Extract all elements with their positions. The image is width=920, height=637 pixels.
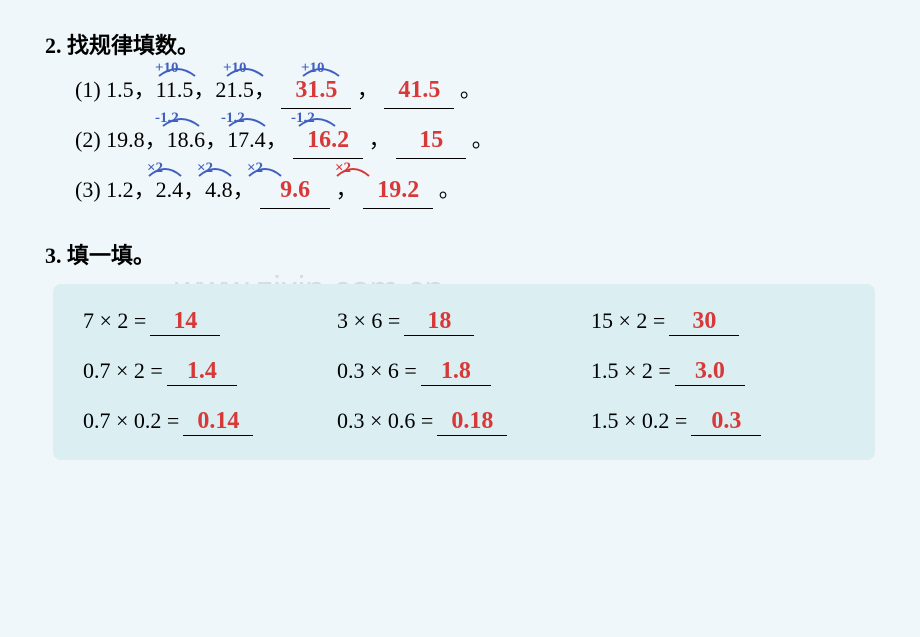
seq-2-ans-2: 15 <box>396 122 466 159</box>
fill-row-3: 0.7 × 0.2 = 0.14 0.3 × 0.6 = 0.18 1.5 × … <box>83 408 845 436</box>
problem-3: 3. 填一填。 7 × 2 = 14 3 × 6 = 18 15 × 2 = 3… <box>45 238 875 460</box>
fill-item-1-1: 7 × 2 = 14 <box>83 308 337 336</box>
op-2-1: -1.2 <box>155 100 179 136</box>
fill-item-1-3: 15 × 2 = 30 <box>591 308 845 336</box>
ans-3-2: 0.18 <box>437 408 507 436</box>
fill-item-3-2: 0.3 × 0.6 = 0.18 <box>337 408 591 436</box>
fill-item-2-1: 0.7 × 2 = 1.4 <box>83 358 337 386</box>
seq-2-end: 。 <box>472 127 494 152</box>
ans-2-3: 3.0 <box>675 358 745 386</box>
expr-2-3: 1.5 × 2 = <box>591 358 671 384</box>
ans-2-1: 1.4 <box>167 358 237 386</box>
ans-3-1: 0.14 <box>183 408 253 436</box>
expr-1-3: 15 × 2 = <box>591 308 665 334</box>
ans-1-1: 14 <box>150 308 220 336</box>
ans-1-3: 30 <box>669 308 739 336</box>
seq-2-given: 19.8，18.6，17.4， <box>106 127 288 152</box>
expr-1-2: 3 × 6 = <box>337 308 400 334</box>
seq-2-sep: ， <box>369 127 391 152</box>
seq-1-given: 1.5，11.5，21.5， <box>106 77 276 102</box>
seq-3-label: (3) <box>75 177 101 202</box>
fill-box: 7 × 2 = 14 3 × 6 = 18 15 × 2 = 30 0.7 × … <box>53 284 875 460</box>
sequence-2: -1.2 -1.2 -1.2 (2) 19.8，18.6，17.4， 16.2 … <box>75 122 875 158</box>
fill-item-2-2: 0.3 × 6 = 1.8 <box>337 358 591 386</box>
problem-2: 2. 找规律填数。 +10 +10 +10 (1) 1.5，11.5，21.5，… <box>45 28 875 208</box>
problem-3-title: 3. 填一填。 <box>45 238 875 270</box>
op-3-1: ×2 <box>147 150 163 186</box>
fill-item-3-1: 0.7 × 0.2 = 0.14 <box>83 408 337 436</box>
expr-2-1: 0.7 × 2 = <box>83 358 163 384</box>
op-3-4-red: ×2 <box>335 150 351 186</box>
sequence-3: ×2 ×2 ×2 ×2 (3) 1.2，2.4，4.8， 9.6 ， 19.2 … <box>75 172 875 208</box>
expr-3-2: 0.3 × 0.6 = <box>337 408 433 434</box>
op-3-2: ×2 <box>197 150 213 186</box>
fill-item-2-3: 1.5 × 2 = 3.0 <box>591 358 845 386</box>
op-1-1: +10 <box>155 50 179 86</box>
op-1-3: +10 <box>301 50 325 86</box>
expr-3-1: 0.7 × 0.2 = <box>83 408 179 434</box>
ans-1-2: 18 <box>404 308 474 336</box>
op-3-3: ×2 <box>247 150 263 186</box>
fill-item-1-2: 3 × 6 = 18 <box>337 308 591 336</box>
seq-1-sep: ， <box>357 77 379 102</box>
seq-3-ans-2: 19.2 <box>363 172 433 209</box>
seq-1-ans-2: 41.5 <box>384 72 454 109</box>
seq-1-end: 。 <box>460 77 482 102</box>
op-1-2: +10 <box>223 50 247 86</box>
expr-3-3: 1.5 × 0.2 = <box>591 408 687 434</box>
fill-item-3-3: 1.5 × 0.2 = 0.3 <box>591 408 845 436</box>
ans-2-2: 1.8 <box>421 358 491 386</box>
ans-3-3: 0.3 <box>691 408 761 436</box>
expr-2-2: 0.3 × 6 = <box>337 358 417 384</box>
op-2-3: -1.2 <box>291 100 315 136</box>
seq-3-end: 。 <box>439 177 461 202</box>
seq-3-given: 1.2，2.4，4.8， <box>106 177 255 202</box>
fill-row-2: 0.7 × 2 = 1.4 0.3 × 6 = 1.8 1.5 × 2 = 3.… <box>83 358 845 386</box>
fill-row-1: 7 × 2 = 14 3 × 6 = 18 15 × 2 = 30 <box>83 308 845 336</box>
op-2-2: -1.2 <box>221 100 245 136</box>
expr-1-1: 7 × 2 = <box>83 308 146 334</box>
sequence-1: +10 +10 +10 (1) 1.5，11.5，21.5， 31.5 ， 41… <box>75 72 875 108</box>
seq-2-label: (2) <box>75 127 101 152</box>
seq-1-label: (1) <box>75 77 101 102</box>
sequences-container: +10 +10 +10 (1) 1.5，11.5，21.5， 31.5 ， 41… <box>75 72 875 208</box>
